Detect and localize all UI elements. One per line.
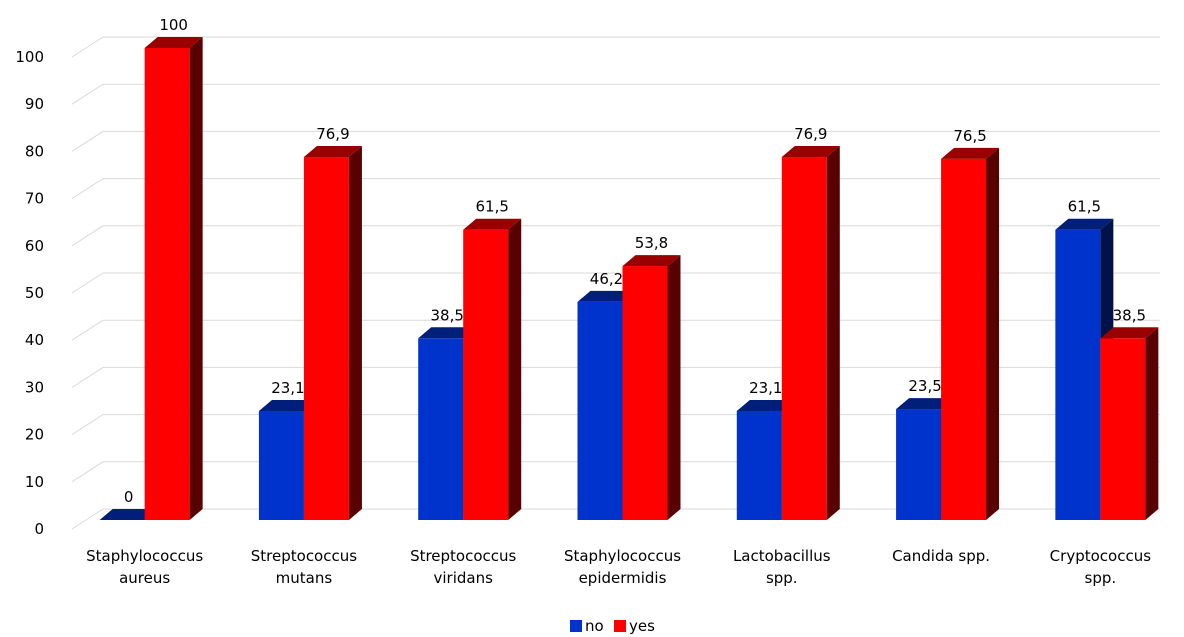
bar-front — [781, 157, 827, 521]
bar-side — [986, 147, 1000, 521]
bar-top — [622, 255, 681, 267]
category-label: Cryptococcus — [1050, 547, 1152, 565]
gridline — [71, 130, 1160, 152]
bar-top — [577, 290, 636, 302]
y-tick-label: 20 — [25, 426, 44, 444]
gridline — [71, 83, 1160, 105]
legend: no yes — [570, 617, 655, 635]
bar-top — [463, 218, 522, 230]
category-label: spp. — [766, 569, 798, 587]
bar-yes — [1100, 327, 1159, 520]
bar-top — [896, 398, 955, 410]
legend-label-yes: yes — [629, 617, 655, 635]
category-label: Staphylococcus — [564, 547, 681, 565]
bar-top — [1055, 218, 1114, 230]
bar-front — [736, 410, 782, 520]
bar-front — [144, 48, 190, 520]
bar-front — [622, 266, 668, 520]
bar-side — [826, 146, 840, 521]
bar-yes — [463, 218, 522, 520]
legend-label-no: no — [585, 617, 604, 635]
category-label: Lactobacillus — [733, 547, 831, 565]
bar-yes — [941, 147, 1000, 521]
y-tick-label: 40 — [25, 331, 44, 349]
data-label: 23,5 — [908, 377, 941, 395]
bar-top — [1100, 327, 1159, 339]
data-label: 76,9 — [316, 125, 349, 143]
category-label: aureus — [119, 569, 170, 587]
category-label: Streptococcus — [251, 547, 357, 565]
y-tick-label: 30 — [25, 378, 44, 396]
category-label: viridans — [434, 569, 494, 587]
data-label: 76,5 — [953, 127, 986, 145]
y-tick-label: 60 — [25, 237, 44, 255]
bar-top — [781, 146, 840, 158]
category-label: Candida spp. — [892, 547, 990, 565]
category-label: epidermidis — [579, 569, 667, 587]
bar-front — [577, 301, 623, 520]
y-tick-label: 90 — [25, 95, 44, 113]
bar-top — [99, 509, 158, 520]
y-tick-label: 10 — [25, 473, 44, 491]
data-labels: 0 100 23,1 76,9 38,5 61,5 46,2 53,8 23,1 76,9 23,5… — [124, 16, 1146, 506]
category-label: mutans — [276, 569, 333, 587]
data-label: 100 — [159, 16, 188, 34]
data-label: 46,2 — [590, 270, 623, 288]
gridline — [71, 36, 1160, 58]
bar-front — [258, 410, 304, 520]
legend-swatch-no — [570, 620, 582, 632]
y-axis-ticks: 0 10 20 30 40 50 60 70 80 90 100 — [15, 48, 44, 538]
legend-swatch-yes — [614, 620, 626, 632]
category-label: Staphylococcus — [86, 547, 203, 565]
bar-side — [1145, 327, 1159, 520]
bar-top — [144, 37, 203, 48]
grid — [71, 36, 1160, 530]
data-label: 61,5 — [1068, 198, 1101, 216]
y-tick-label: 0 — [34, 520, 44, 538]
y-tick-label: 50 — [25, 284, 44, 302]
bar-front — [1100, 338, 1146, 520]
x-axis-categories: Staphylococcus aureus Streptococcus mutans S… — [86, 547, 1151, 587]
data-label: 76,9 — [794, 125, 827, 143]
bar-top — [258, 399, 317, 411]
category-label: Streptococcus — [410, 547, 516, 565]
bar-front — [896, 409, 942, 520]
bar-yes — [781, 146, 840, 521]
category-label: spp. — [1085, 569, 1117, 587]
bar-side — [348, 146, 362, 521]
bar-front — [303, 157, 349, 521]
bars — [99, 37, 1159, 521]
bar-yes — [303, 146, 362, 521]
bar-no — [99, 509, 158, 520]
bar-front — [463, 229, 509, 520]
bar-side — [667, 255, 681, 520]
data-label: 23,1 — [271, 379, 304, 397]
bar-side — [508, 218, 522, 520]
data-label: 0 — [124, 488, 134, 506]
bar-top — [303, 146, 362, 158]
y-tick-label: 100 — [15, 48, 44, 66]
bar-front — [418, 338, 464, 520]
data-label: 53,8 — [635, 234, 668, 252]
bar-yes — [144, 37, 203, 520]
bar-yes — [622, 255, 681, 520]
bar-front — [941, 158, 987, 521]
bar-side — [189, 37, 203, 520]
bar-top — [418, 327, 477, 339]
y-tick-label: 70 — [25, 190, 44, 208]
bar-top — [941, 147, 1000, 159]
y-tick-label: 80 — [25, 142, 44, 160]
data-label: 38,5 — [431, 306, 464, 324]
data-label: 38,5 — [1113, 306, 1146, 324]
bar-front — [1055, 229, 1101, 520]
data-label: 23,1 — [749, 379, 782, 397]
bar-top — [736, 399, 795, 411]
data-label: 61,5 — [476, 198, 509, 216]
